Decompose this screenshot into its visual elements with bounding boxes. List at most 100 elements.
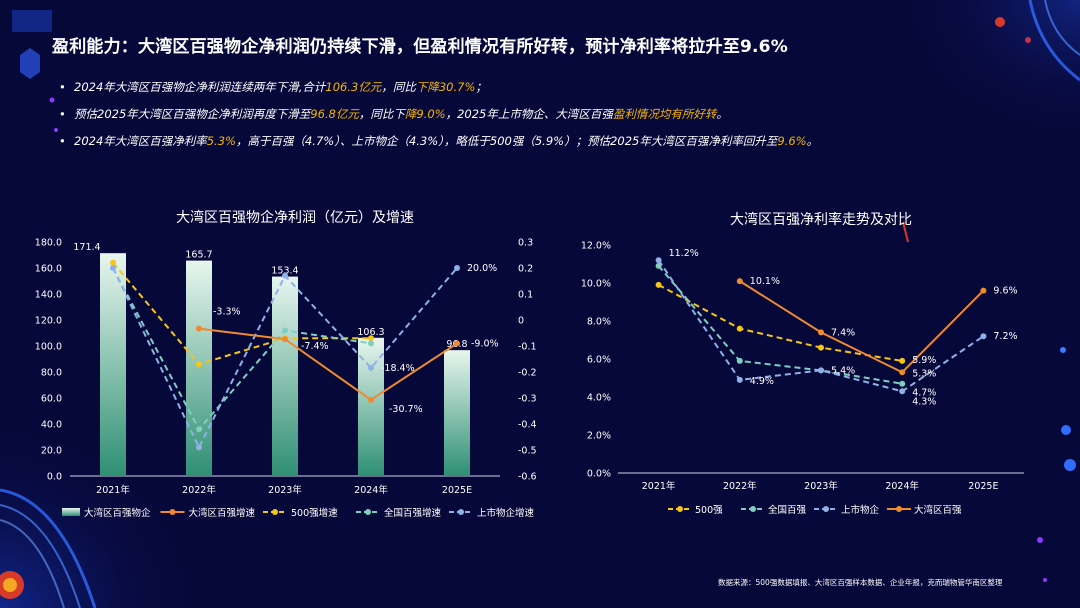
chart2-ytick-label: 10.0% <box>581 279 611 290</box>
chart2-legend-swatch-point <box>677 506 683 512</box>
bullet-2-text-1: 预估2025年大湾区百强物企净利润再度下滑至 <box>74 107 311 121</box>
chart2-series-line <box>657 265 903 385</box>
bullet-2-text-3: ，2025年上市物企、大湾区百强 <box>445 107 613 121</box>
bullet-3: 2024年大湾区百强净利率5.3%，高于百强（4.7%）、上市物企（4.3%），… <box>59 128 1064 155</box>
chart2-series-point <box>818 367 824 374</box>
chart2-xtick-label: 2024年 <box>885 480 919 492</box>
bullet-3-highlight-1: 5.3% <box>206 134 236 148</box>
chart1-series-point <box>110 265 116 271</box>
chart2-series-line <box>739 280 985 374</box>
chart1-legend-swatch <box>62 508 80 516</box>
chart2-ytick-label: 4.0% <box>587 393 611 404</box>
chart1-legend-swatch-point <box>365 509 371 515</box>
chart2-series-label: 11.2% <box>669 248 699 259</box>
chart1-xtick-label: 2022年 <box>182 484 216 496</box>
chart2-series-point <box>818 344 824 351</box>
chart1-series-point <box>282 327 288 334</box>
chart1-series-point <box>368 335 374 342</box>
bullet-1-text-3: ； <box>475 80 487 94</box>
chart2-legend-label: 上市物企 <box>841 504 880 516</box>
bullet-3-text-1: 2024年大湾区百强净利率 <box>74 134 207 148</box>
chart1-legend-swatch-point <box>458 509 464 515</box>
chart1-title: 大湾区百强物企净利润（亿元）及增速 <box>176 209 414 226</box>
chart2-series-point <box>736 357 743 364</box>
chart2-series-point <box>655 257 662 264</box>
chart1-xtick-label: 2023年 <box>268 484 302 496</box>
bullet-1-highlight-1: 106.3亿元 <box>325 80 382 94</box>
chart2-series-point <box>899 388 906 395</box>
chart1-series-line <box>112 262 371 366</box>
chart2-series-line <box>657 259 984 393</box>
chart1-y2tick-label: -0.6 <box>518 472 537 483</box>
chart1-xtick-label: 2025E <box>442 485 472 496</box>
chart2-series-point <box>655 281 662 288</box>
chart2-ytick-label: 12.0% <box>581 241 611 252</box>
chart2-title: 大湾区百强净利率走势及对比 <box>730 211 912 228</box>
bullet-2-highlight-3: 盈利情况均有所好转 <box>612 107 717 121</box>
chart2-series-point <box>899 369 906 376</box>
chart2-series-label: 4.7% <box>912 388 936 399</box>
chart1-legend-label: 上市物企增速 <box>477 507 535 519</box>
bullet-list: 2024年大湾区百强物企净利润连续两年下滑,合计106.3亿元，同比下降30.7… <box>59 74 1064 155</box>
chart1-series-point <box>368 396 374 403</box>
chart2-ytick-label: 0.0% <box>587 469 611 480</box>
chart1-bar <box>186 260 212 476</box>
chart2-series-label: 5.9% <box>912 355 936 366</box>
chart1-xtick-label: 2024年 <box>354 484 388 496</box>
chart1-bar-label: 153.4 <box>271 266 298 277</box>
chart2-series-label: 5.3% <box>912 368 936 379</box>
chart1-series-point <box>454 340 460 347</box>
chart1-legend-label: 大湾区百强增速 <box>189 507 256 519</box>
chart2-legend-label: 大湾区百强 <box>914 504 962 516</box>
chart2-legend-label: 全国百强 <box>768 504 807 516</box>
chart1-ytick-label: 60.0 <box>41 394 62 405</box>
chart2-ytick-label: 2.0% <box>587 431 611 442</box>
chart1-ytick-label: 40.0 <box>41 420 62 431</box>
bullet-2-text-4: 。 <box>716 107 728 121</box>
chart1-series-point <box>368 340 374 347</box>
chart2-series-label: 4.9% <box>750 376 774 387</box>
bullet-2: 预估2025年大湾区百强物企净利润再度下滑至96.8亿元，同比下降9.0%，20… <box>59 101 1064 128</box>
chart1-series-label: -18.4% <box>381 363 415 374</box>
chart2-series-point <box>980 333 987 340</box>
chart2-legend-swatch-point <box>896 506 902 512</box>
chart1-series-label: -30.7% <box>389 404 423 415</box>
chart2-series-point <box>980 287 987 294</box>
chart1-y2tick-label: -0.1 <box>518 342 537 353</box>
page-title: 盈利能力：大湾区百强物企净利润仍持续下滑，但盈利情况有所好转，预计净利率将拉升至… <box>52 37 788 57</box>
chart1-series-label: -9.0% <box>471 338 499 349</box>
chart1-series-line <box>198 327 458 402</box>
chart2-series-label: 7.2% <box>993 331 1017 342</box>
chart1-y2tick-label: -0.4 <box>518 420 537 431</box>
chart1-bar-label: 165.7 <box>185 250 212 261</box>
bullet-2-highlight-2: 降9.0% <box>404 107 446 121</box>
chart1-series-label: 20.0% <box>467 263 497 274</box>
chart1-ytick-label: 160.0 <box>35 264 62 275</box>
chart1-series-point <box>196 444 202 451</box>
chart1-y2tick-label: -0.5 <box>518 446 537 457</box>
bullet-2-text-2: ，同比下 <box>358 107 405 121</box>
chart1-legend-label: 500强增速 <box>291 507 338 519</box>
chart1-y2tick-label: 0.1 <box>518 290 533 301</box>
chart1-series-point <box>368 364 374 371</box>
chart2-series-line <box>658 284 903 362</box>
chart1-legend-label: 全国百强增速 <box>384 507 442 519</box>
chart1-bar <box>100 253 126 476</box>
bullet-1-text-1: 2024年大湾区百强物企净利润连续两年下滑,合计 <box>74 80 326 94</box>
chart1-ytick-label: 20.0 <box>41 446 62 457</box>
bullet-3-text-3: 。 <box>806 134 819 148</box>
chart2-series-label: 9.6% <box>993 286 1017 297</box>
chart2-series-label: 4.3% <box>912 396 936 407</box>
chart2-ytick-label: 6.0% <box>587 355 611 366</box>
bullet-1-highlight-2: 下降30.7% <box>415 80 476 94</box>
chart2-series-point <box>736 376 743 383</box>
chart2-ytick-label: 8.0% <box>587 317 611 328</box>
chart2-xtick-label: 2022年 <box>723 480 757 492</box>
chart1-legend-label: 大湾区百强物企 <box>84 507 151 519</box>
chart2-series-point <box>818 329 824 336</box>
chart2-series-label: 10.1% <box>750 276 780 287</box>
chart1-y2tick-label: 0.2 <box>518 264 533 275</box>
chart2-xtick-label: 2025E <box>968 481 998 492</box>
chart1-series-point <box>196 426 202 433</box>
